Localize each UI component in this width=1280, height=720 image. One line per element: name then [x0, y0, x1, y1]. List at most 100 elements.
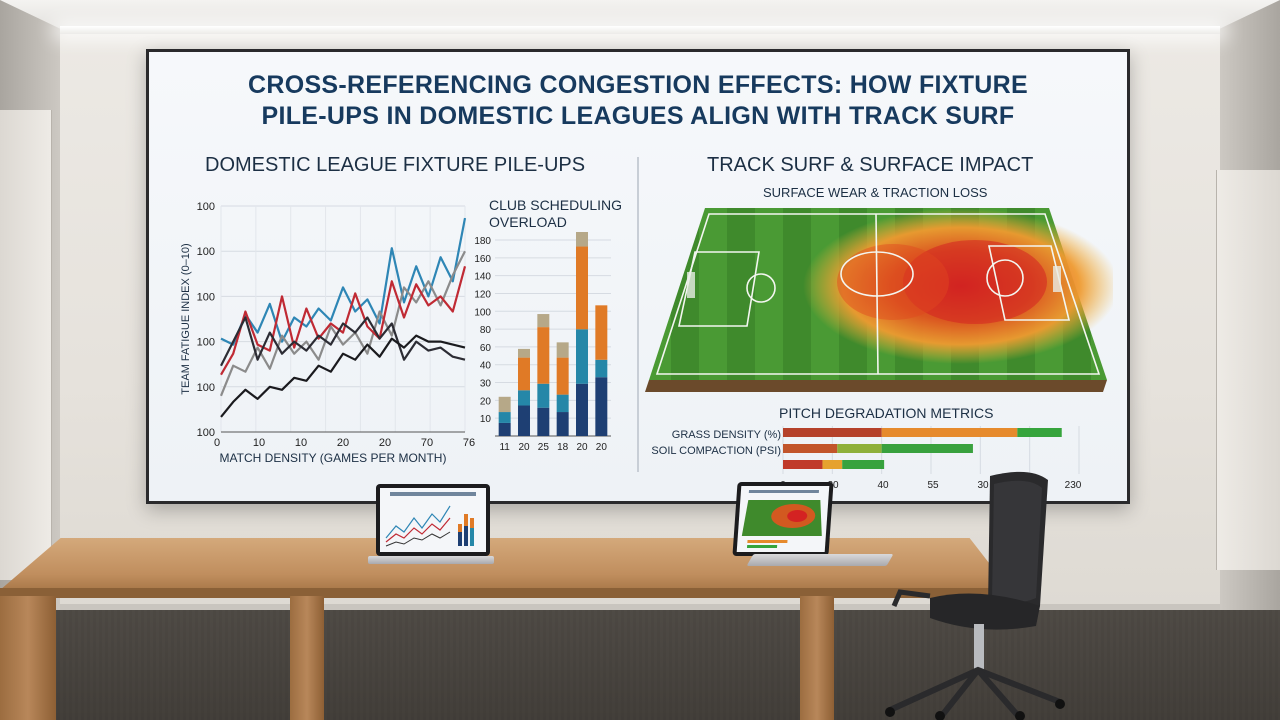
bar-category-label: 11: [499, 442, 510, 453]
right-goal: [1053, 266, 1061, 292]
hbar-segment: [881, 428, 1018, 437]
x-tick-label: 76: [463, 437, 475, 449]
table-edge: [0, 588, 1010, 598]
left-arc: [746, 273, 776, 303]
laptop-right-charts: [741, 490, 822, 548]
hbar-segment: [822, 460, 843, 469]
hbar-segment: [783, 444, 838, 453]
right-section-title: TRACK SURF & SURFACE IMPACT: [707, 154, 1034, 176]
hbar-segment: [783, 428, 882, 437]
halfway-line: [875, 213, 879, 375]
wall-display: CROSS-REFERENCING CONGESTION EFFECTS: HO…: [146, 49, 1130, 504]
series-line-3: [220, 266, 467, 376]
right-section-subtitle: SURFACE WEAR & TRACTION LOSS: [763, 185, 988, 200]
bar-y-tick-label: 160: [474, 254, 491, 265]
bar-category-label: 18: [557, 442, 569, 453]
bar-category-label: 20: [576, 442, 588, 453]
bar-y-tick-label: 30: [480, 379, 492, 390]
section-divider: [637, 157, 639, 472]
hbar-x-tick-label: 40: [877, 480, 889, 491]
x-tick-label: 0: [214, 437, 220, 449]
x-tick-label: 20: [337, 437, 349, 449]
table-leg-right: [800, 596, 834, 720]
x-tick-label: 70: [421, 437, 433, 449]
series-line-5: [220, 334, 466, 418]
bar-y-tick-label: 180: [474, 236, 491, 247]
hbar-segment: [842, 460, 885, 469]
y-tick-label: 100: [197, 337, 215, 349]
hbar-segment: [783, 460, 823, 469]
right-arc: [986, 259, 1024, 297]
bar-chart-title-line: OVERLOAD: [489, 214, 567, 230]
laptop-right-display: [736, 486, 830, 552]
bar-y-tick-label: 60: [480, 343, 492, 354]
carpet-floor: [0, 610, 1280, 720]
hbar-segment: [1017, 428, 1062, 437]
bar-y-tick-label: 20: [480, 396, 492, 407]
bar-segment: [518, 348, 530, 358]
title-line-1: CROSS-REFERENCING CONGESTION EFFECTS: HO…: [248, 71, 1028, 99]
title-line-2: PILE-UPS IN DOMESTIC LEAGUES ALIGN WITH …: [261, 102, 1015, 130]
y-tick-label: 100: [197, 427, 215, 439]
pitch-side: [645, 380, 1107, 392]
bar-segment: [518, 357, 530, 391]
bar-segment: [537, 314, 550, 328]
metric-label-soil: SOIL COMPACTION (PSI): [651, 445, 781, 457]
bar-segment: [576, 246, 588, 330]
bar-segment: [556, 394, 569, 413]
bar-segment: [595, 305, 608, 360]
pitch-boundary: [655, 213, 1101, 375]
bar-segment: [498, 422, 511, 436]
right-door: [1216, 170, 1280, 570]
bar-y-tick-label: 80: [480, 325, 492, 336]
bar-y-tick-label: 40: [480, 361, 492, 372]
baseboard: [60, 604, 1220, 612]
center-circle: [840, 251, 914, 297]
hbar-segment: [881, 444, 973, 453]
x-tick-label: 20: [379, 437, 391, 449]
hbar-x-tick-label: 55: [927, 480, 939, 491]
bar-segment: [576, 383, 588, 436]
laptop-left-base: [368, 556, 494, 564]
left-penalty-box: [678, 251, 760, 327]
bar-category-label: 20: [596, 442, 608, 453]
hbar-x-tick-label: 230: [1065, 480, 1082, 491]
x-tick-label: 10: [253, 437, 265, 449]
bar-chart-title: CLUB SCHEDULING OVERLOAD: [489, 197, 622, 231]
metric-label-grass: GRASS DENSITY (%): [671, 429, 781, 441]
laptop-left-charts: [385, 492, 476, 547]
y-tick-label: 100: [197, 291, 215, 303]
bar-segment: [518, 390, 530, 406]
hbar-x-tick-label: 30: [977, 480, 989, 491]
bar-chart-title-line: CLUB SCHEDULING: [489, 197, 623, 213]
laptop-left-display: [380, 488, 486, 552]
scheduling-bar-chart: 180 160 140 120 100 80 60 40 30 20 10 11 20 25 18 20 20: [474, 232, 611, 453]
bar-segment: [576, 329, 588, 384]
bar-segment: [537, 327, 550, 384]
bar-segment: [537, 383, 550, 408]
hbar-segment: [837, 444, 882, 453]
bar-segment: [556, 357, 569, 395]
bar-y-tick-label: 100: [474, 307, 491, 318]
laptop-right: [732, 482, 834, 556]
pitch-heatmap: [645, 208, 1113, 392]
left-door: [0, 110, 52, 580]
office-chair: [885, 471, 1065, 720]
bar-y-tick-label: 120: [474, 289, 491, 300]
metrics-title: PITCH DEGRADATION METRICS: [779, 405, 994, 421]
bar-segment: [595, 377, 608, 436]
y-tick-label: 100: [197, 201, 215, 213]
ceiling-light: [60, 26, 1220, 34]
series-line-4: [220, 316, 466, 367]
bar-segment: [576, 232, 588, 247]
bar-y-tick-label: 140: [474, 272, 491, 283]
bar-segment: [556, 342, 569, 358]
bar-category-label: 20: [518, 442, 530, 453]
presentation-title: CROSS-REFERENCING CONGESTION EFFECTS: HO…: [149, 70, 1127, 132]
bar-segment: [518, 405, 530, 436]
laptop-left: [376, 484, 490, 556]
table-leg-left: [290, 596, 324, 720]
series-line-2: [219, 250, 466, 397]
